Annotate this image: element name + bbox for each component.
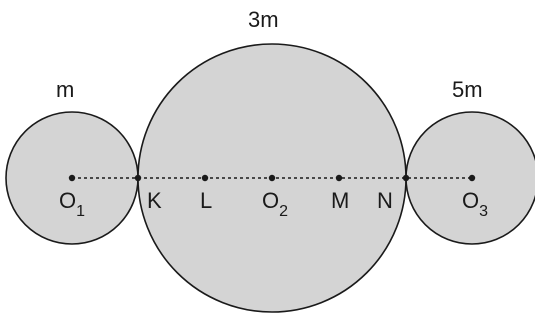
point-o1 — [69, 175, 75, 181]
point-label-o2-main: O — [262, 188, 279, 213]
point-label-n: N — [377, 188, 393, 213]
mass-label-left: m — [56, 77, 74, 102]
point-label-l: L — [200, 188, 212, 213]
point-label-o1-sub: 1 — [76, 203, 85, 220]
point-n — [403, 175, 409, 181]
point-m — [336, 175, 342, 181]
point-label-o2-sub: 2 — [279, 203, 288, 220]
point-label-o3-main: O — [462, 188, 479, 213]
mass-label-middle: 3m — [248, 7, 279, 32]
point-o2 — [269, 175, 275, 181]
point-label-m: M — [331, 188, 349, 213]
mass-label-right: 5m — [452, 77, 483, 102]
point-label-k: K — [147, 188, 162, 213]
point-label-o1-main: O — [59, 188, 76, 213]
point-l — [202, 175, 208, 181]
point-k — [135, 175, 141, 181]
point-o3 — [469, 175, 475, 181]
point-label-o3-sub: 3 — [479, 203, 488, 220]
